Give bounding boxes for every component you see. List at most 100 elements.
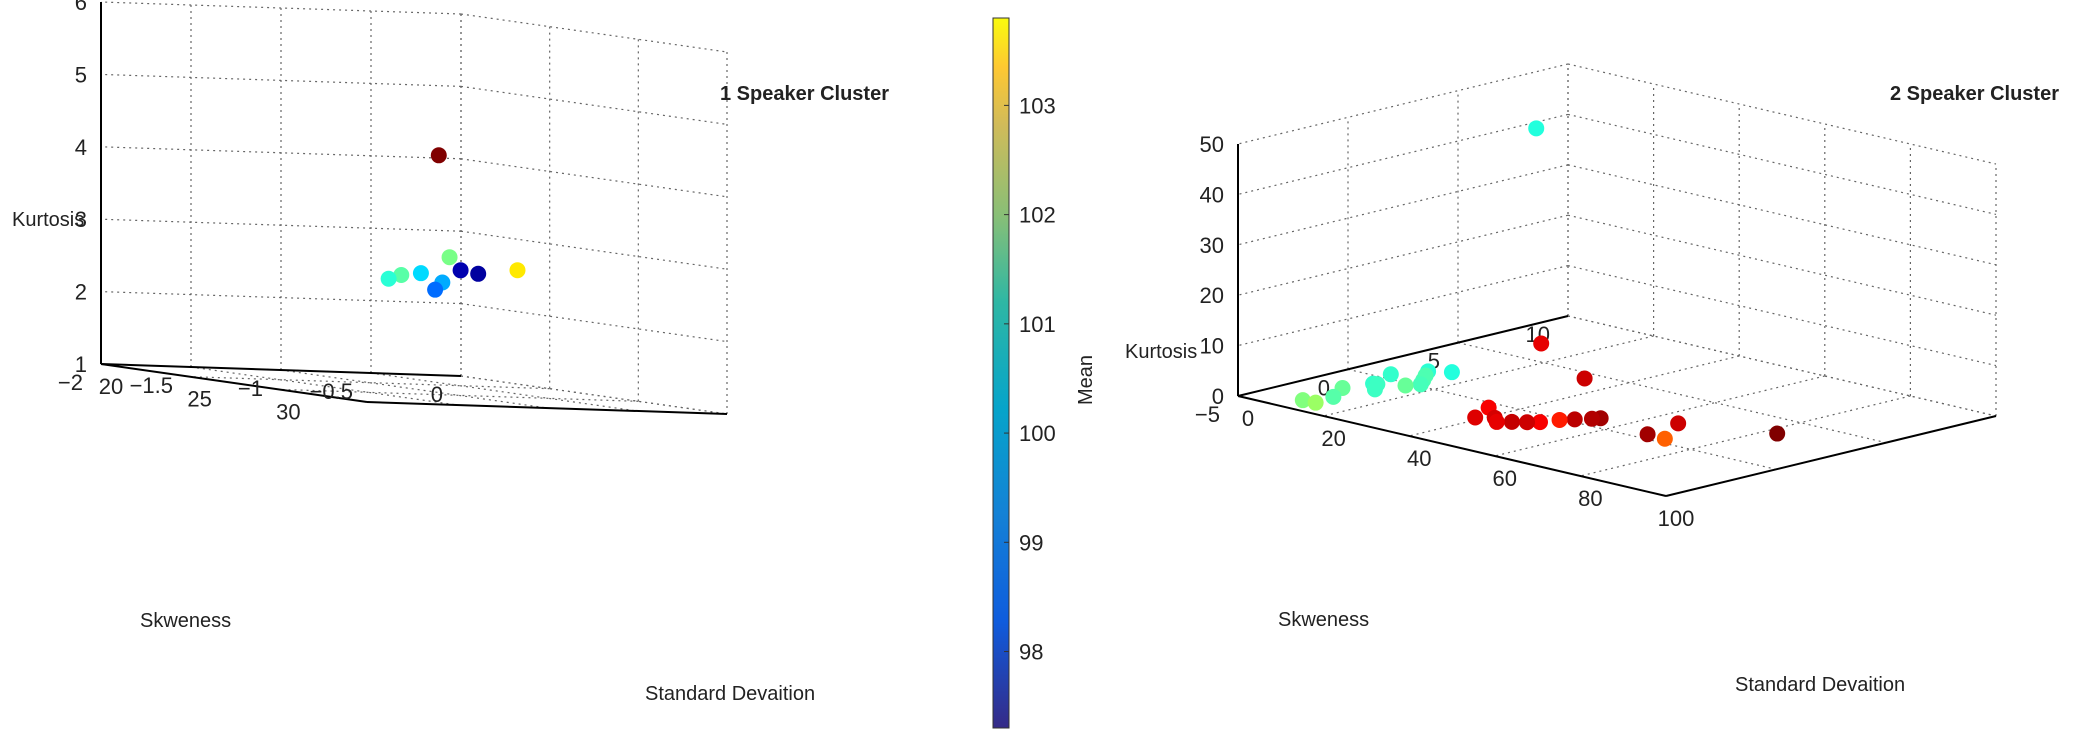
x-end-line	[366, 401, 728, 415]
y-floor-line	[100, 363, 462, 377]
data-point	[1519, 414, 1536, 431]
wall-gridline	[1237, 214, 1569, 296]
wall-gridline	[1237, 265, 1569, 347]
data-point	[1503, 413, 1520, 430]
colorbar-gradient	[992, 17, 1010, 729]
data-point	[1639, 426, 1656, 443]
chart-1-axes	[100, 2, 728, 415]
wall-gridline	[460, 303, 728, 343]
wall-gridline	[460, 158, 728, 198]
wall-gridline	[100, 291, 462, 305]
data-point	[441, 249, 458, 266]
wall-gridline	[460, 375, 728, 415]
z-tick-label: 4	[75, 135, 87, 160]
wall-gridline	[1567, 63, 1997, 165]
data-point	[1656, 430, 1673, 447]
x-tick-label: 20	[1321, 426, 1345, 451]
data-point	[1583, 410, 1600, 427]
x-axis-line	[1237, 395, 1667, 497]
x-end-line	[1665, 415, 1997, 497]
wall-gridline	[460, 85, 728, 125]
y-tick-label: −2	[58, 370, 83, 395]
colorbar-tick-label: 100	[1019, 421, 1056, 446]
z-tick-label: 0	[1212, 384, 1224, 409]
wall-gridline	[1567, 214, 1997, 316]
z-tick-label: 50	[1200, 132, 1224, 157]
x-tick-label: 20	[99, 374, 123, 399]
y-tick-label: −5	[1195, 402, 1220, 427]
colorbar: 98 99 100 101 102 103 Mean	[992, 17, 1097, 729]
data-point	[1670, 415, 1687, 432]
chart-2-grid	[1237, 63, 1997, 497]
y-tick-label: −1	[238, 376, 263, 401]
chart-1-xlabel: Standard Devaition	[645, 683, 815, 705]
data-point	[393, 266, 410, 283]
colorbar-tick-label: 102	[1019, 203, 1056, 228]
data-point	[1443, 364, 1460, 381]
floor-gridline	[190, 366, 458, 406]
colorbar-tick-label: 103	[1019, 93, 1056, 118]
colorbar-tick-label: 99	[1019, 530, 1043, 555]
data-point	[427, 281, 444, 298]
wall-gridline	[100, 146, 462, 160]
wall-gridline	[1237, 113, 1569, 195]
wall-gridline	[460, 230, 728, 270]
wall-gridline	[1567, 164, 1997, 266]
wall-gridline	[460, 13, 728, 53]
wall-gridline	[1567, 315, 1997, 417]
z-tick-label: 30	[1200, 233, 1224, 258]
colorbar-tick-label: 101	[1019, 312, 1056, 337]
data-point	[1528, 120, 1545, 137]
chart-2-title: 2 Speaker Cluster	[1890, 83, 2059, 105]
chart-1-speaker-cluster: 1 2 3 4 5 6 0 −0.5 −1 −1.5 −2 20 25 30 1 Speaker Clus…	[12, 0, 889, 705]
floor-gridline	[370, 372, 638, 412]
chart-1-ticks: 1 2 3 4 5 6 0 −0.5 −1 −1.5 −2 20 25 30	[58, 0, 443, 424]
chart-2-ylabel: Skweness	[1278, 609, 1369, 631]
z-tick-label: 3	[75, 207, 87, 232]
z-tick-label: 10	[1200, 334, 1224, 359]
z-tick-label: 2	[75, 280, 87, 305]
data-point	[1325, 388, 1342, 405]
colorbar-tick-label: 98	[1019, 640, 1043, 665]
y-tick-label: 0	[431, 382, 443, 407]
data-point	[452, 262, 469, 279]
data-point	[1532, 414, 1548, 431]
floor-gridline	[280, 369, 548, 409]
z-tick-label: 40	[1200, 182, 1224, 207]
y-tick-label: −0.5	[310, 379, 353, 404]
floor-gridline	[1457, 342, 1887, 444]
wall-gridline	[1237, 164, 1569, 246]
wall-gridline	[1567, 265, 1997, 367]
wall-gridline	[100, 218, 462, 232]
chart-1-ylabel: Skweness	[140, 610, 231, 632]
data-point	[1576, 370, 1593, 387]
z-tick-label: 20	[1200, 283, 1224, 308]
y-tick-label: −1.5	[130, 373, 173, 398]
floor-gridline	[1323, 335, 1654, 417]
data-point	[470, 265, 487, 282]
wall-gridline	[1237, 63, 1569, 145]
data-point	[1566, 411, 1583, 428]
chart-1-grid	[100, 1, 728, 415]
wall-gridline	[1567, 113, 1997, 215]
floor-gridline	[1580, 395, 1911, 477]
wall-gridline	[100, 73, 462, 87]
data-point	[430, 147, 447, 164]
chart-2-points	[1294, 120, 1786, 447]
data-point	[1397, 377, 1414, 394]
data-point	[1307, 394, 1324, 411]
data-point	[412, 265, 429, 282]
x-axis-line	[100, 363, 368, 403]
z-tick-label: 6	[75, 0, 87, 15]
data-point	[380, 270, 397, 287]
z-tick-label: 1	[75, 352, 87, 377]
chart-2-zlabel: Kurtosis	[1125, 341, 1197, 363]
data-point	[1294, 392, 1311, 409]
data-point	[1488, 413, 1505, 430]
data-point	[509, 262, 526, 279]
colorbar-label: Mean	[1075, 355, 1097, 405]
x-tick-label: 0	[1242, 406, 1254, 431]
